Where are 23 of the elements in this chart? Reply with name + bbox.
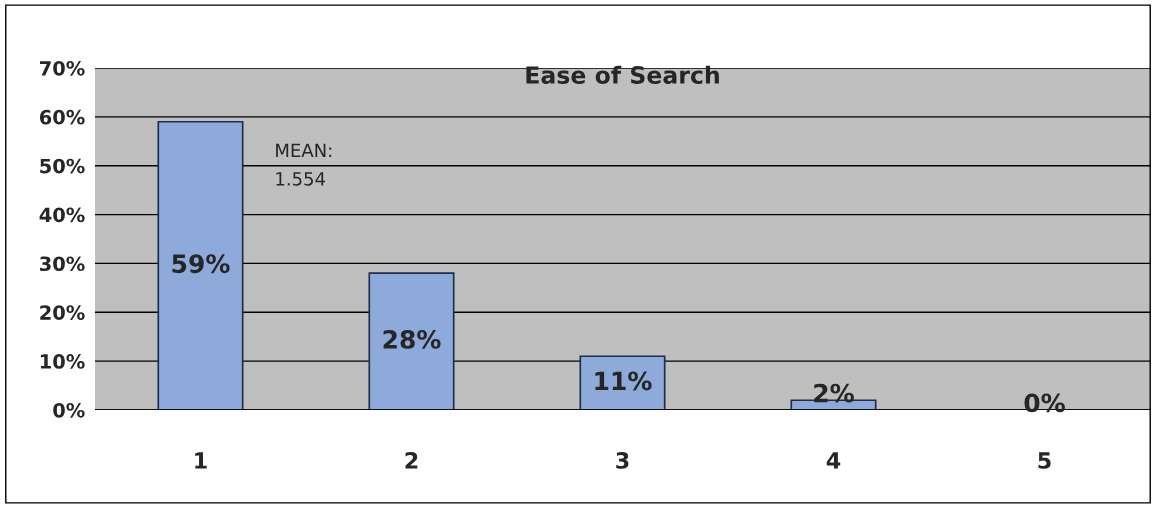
y-tick-label: 70%	[40, 60, 85, 76]
x-tick-label: 3	[616, 452, 629, 469]
y-tick-label: 60%	[39, 109, 85, 125]
x-tick-label: 2	[405, 452, 418, 469]
y-tick-label: 0%	[53, 402, 85, 418]
x-tick-label: 1	[195, 452, 207, 469]
bar	[368, 272, 455, 410]
x-tick-label: 4	[826, 452, 841, 469]
bar	[157, 120, 244, 410]
data-label: 59%	[172, 254, 230, 274]
data-label: 0%	[1024, 393, 1065, 413]
y-tick-label: 40%	[39, 207, 85, 223]
y-tick-label: 30%	[40, 256, 85, 272]
data-label: 11%	[595, 371, 652, 391]
chart-title: Ease of Search	[526, 65, 719, 84]
annotation: MEAN: 1.554	[276, 143, 332, 186]
y-tick-label: 20%	[40, 305, 85, 320]
data-label: 2%	[814, 383, 854, 403]
bar	[579, 355, 666, 410]
y-tick-label: 10%	[40, 354, 85, 369]
x-tick-label: 5	[1038, 452, 1051, 469]
data-label: 28%	[383, 329, 441, 349]
y-tick-label: 50%	[40, 158, 85, 174]
